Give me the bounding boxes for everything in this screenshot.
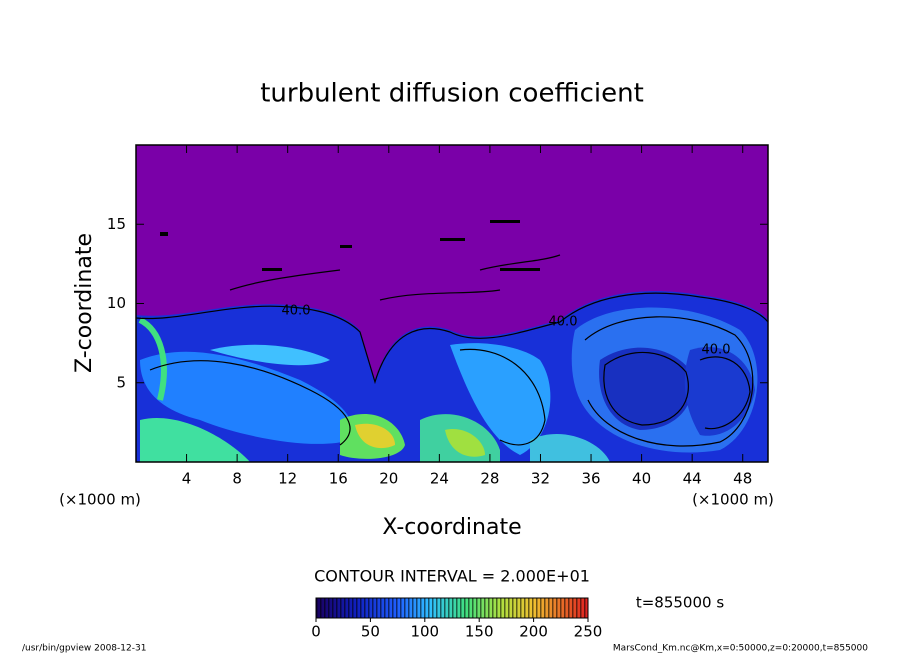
y-tick-label: 5 (116, 373, 126, 391)
y-tick-label: 15 (107, 215, 126, 233)
colorbar-tick-label: 250 (574, 623, 603, 641)
footer-left: /usr/bin/gpview 2008-12-31 (22, 644, 146, 654)
colorbar-tick-label: 0 (311, 623, 321, 641)
y-axis-label: Z-coordinate (72, 233, 97, 373)
x-tick-label: 8 (232, 470, 242, 488)
colorbar-levels (316, 598, 588, 618)
x-unit-left: (×1000 m) (59, 491, 141, 509)
footer-right: MarsCond_Km.nc@Km,x=0:50000,z=0:20000,t=… (613, 644, 868, 654)
x-unit-right: (×1000 m) (692, 491, 774, 509)
x-tick-label: 32 (531, 470, 550, 488)
x-tick-label: 36 (581, 470, 600, 488)
y-tick-label: 10 (107, 294, 126, 312)
x-tick-label: 40 (632, 470, 651, 488)
contour-label: 40.0 (549, 315, 578, 330)
x-tick-label: 24 (430, 470, 449, 488)
chart-title: turbulent diffusion coefficient (260, 79, 644, 109)
contour-label: 40.0 (702, 343, 731, 358)
x-tick-label: 20 (379, 470, 398, 488)
x-tick-label: 48 (733, 470, 752, 488)
x-tick-label: 4 (182, 470, 192, 488)
time-label: t=855000 s (636, 594, 724, 612)
x-tick-label: 44 (683, 470, 702, 488)
x-tick-label: 12 (278, 470, 297, 488)
x-tick-label: 28 (480, 470, 499, 488)
colorbar-frame (315, 597, 589, 619)
colorbar-tick-label: 150 (465, 623, 494, 641)
x-axis-label: X-coordinate (382, 515, 521, 540)
colorbar-tick-label: 50 (361, 623, 380, 641)
contour-interval: CONTOUR INTERVAL = 2.000E+01 (314, 567, 590, 586)
contour-label: 40.0 (282, 304, 311, 319)
contour-field (136, 145, 768, 462)
colorbar-tick-label: 200 (519, 623, 548, 641)
colorbar-tick-label: 100 (410, 623, 439, 641)
x-tick-label: 16 (329, 470, 348, 488)
